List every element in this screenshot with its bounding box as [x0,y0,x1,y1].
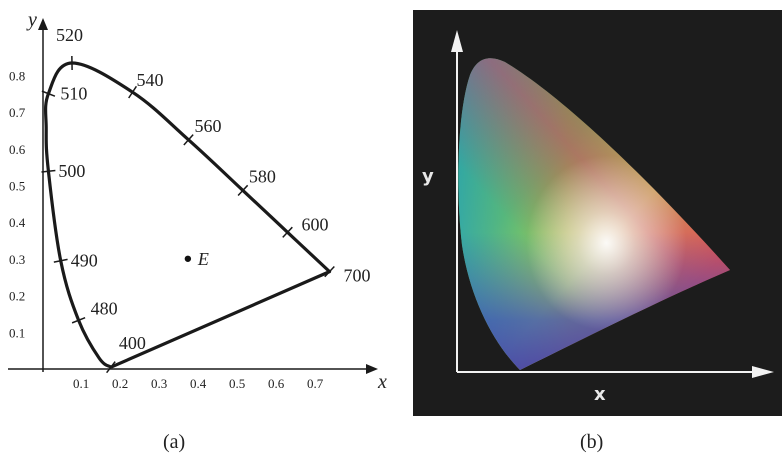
x-tick-label: 0.2 [112,376,128,391]
y-tick-label: 0.8 [9,68,25,83]
wavelength-tick-540 [128,85,138,99]
y-tick-label: 0.6 [9,142,26,157]
x-axis-arrow [366,364,378,374]
wavelength-tick-580 [237,184,249,197]
y-tick-label: 0.3 [9,252,25,267]
panel-b-color-gamut-image: y x (b) [413,10,782,453]
x-tick-labels: 0.1 0.2 0.3 0.4 0.5 0.6 0.7 [73,376,324,391]
panel-b-x-axis-arrow [752,366,774,378]
y-tick-label: 0.2 [9,289,25,304]
wavelength-label-540: 540 [137,70,164,90]
wavelength-label-490: 490 [71,251,98,271]
wavelength-marks [41,55,335,374]
x-tick-label: 0.1 [73,376,89,391]
x-tick-label: 0.5 [229,376,245,391]
white-point-e-label: E [197,249,209,269]
y-tick-label: 0.7 [9,105,26,120]
wavelength-label-560: 560 [195,116,222,136]
panel-b-y-axis-arrow [451,30,463,52]
caption-b: (b) [580,431,603,453]
y-axis-arrow [38,18,48,30]
wavelength-label-510: 510 [60,84,87,104]
caption-a: (a) [163,431,185,453]
y-tick-label: 0.4 [9,215,26,230]
x-tick-label: 0.4 [190,376,207,391]
wavelength-label-520: 520 [56,25,83,45]
wavelength-tick-400 [106,361,116,374]
wavelength-label-580: 580 [249,166,276,186]
x-tick-label: 0.6 [268,376,285,391]
panel-b-y-label: y [422,166,434,187]
wavelength-label-500: 500 [58,161,85,181]
wavelength-label-700: 700 [344,266,371,286]
y-tick-label: 0.1 [9,325,25,340]
spectral-locus-curve [43,61,332,369]
y-axis-name: y [26,9,37,31]
y-tick-labels: 0.1 0.2 0.3 0.4 0.5 0.6 0.7 0.8 [9,68,26,340]
wavelength-tick-480 [71,317,86,324]
panel-a-chromaticity-diagram: y x 0.1 0.2 0.3 0.4 0.5 0.6 0.7 0.10.20.30.40.… [8,9,387,453]
wavelength-tick-560 [183,134,194,146]
wavelength-tick-500 [41,169,56,173]
white-point-e-dot [184,255,192,262]
wavelength-tick-600 [282,226,293,238]
wavelength-tick-510 [41,90,56,97]
y-tick-label: 0.5 [9,179,25,194]
panel-b-x-label: x [594,384,606,405]
x-axis-name: x [377,371,387,393]
x-tick-label: 0.3 [151,376,167,391]
wavelength-tick-700 [324,266,335,278]
wavelength-label-480: 480 [91,298,118,318]
wavelength-label-400: 400 [119,333,146,353]
x-tick-label: 0.7 [307,376,324,391]
wavelength-tick-490 [53,258,68,263]
wavelength-label-600: 600 [302,214,329,234]
